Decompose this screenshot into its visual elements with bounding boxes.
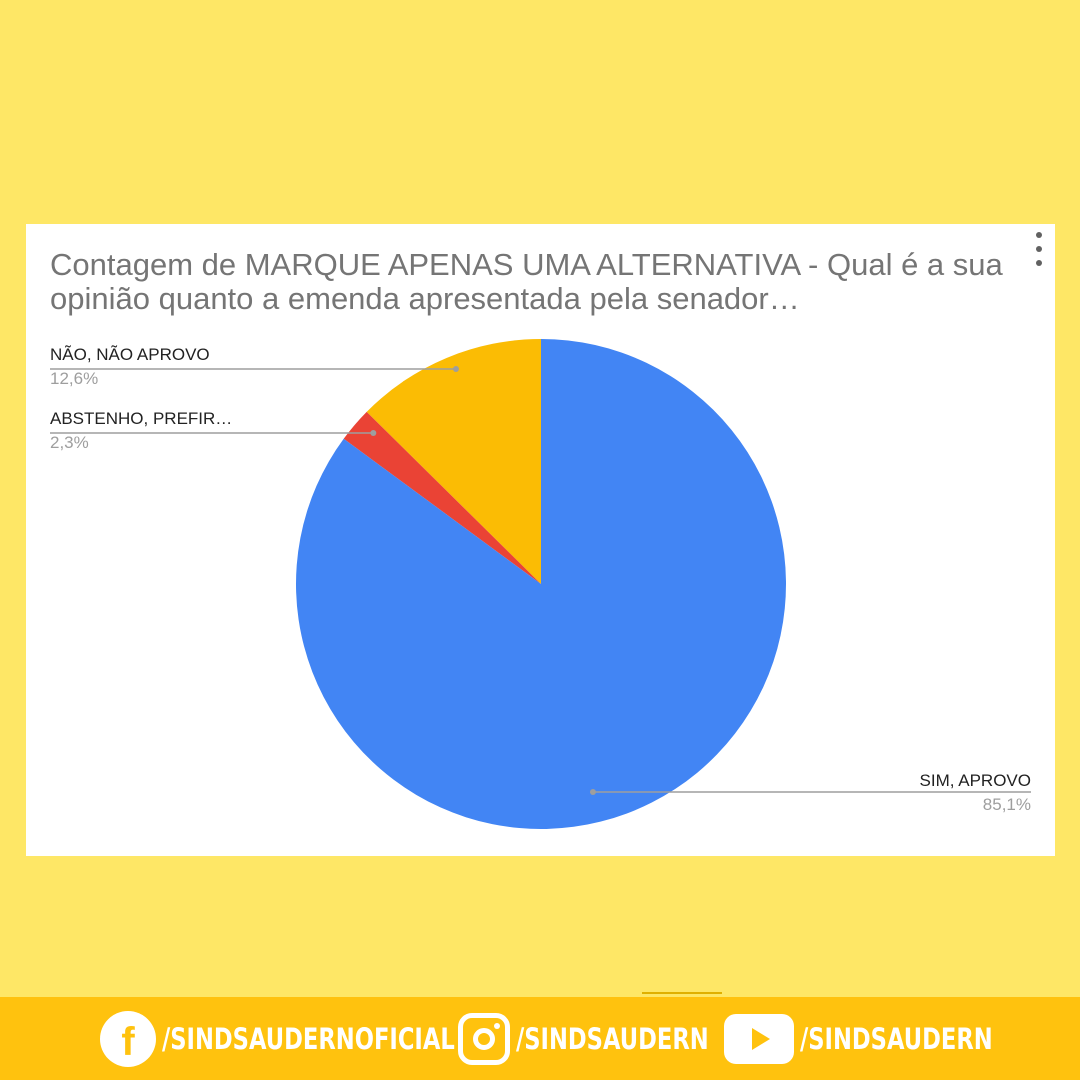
youtube-handle: /SINDSAUDERN [800,1021,993,1056]
slice-percent-2: 85,1% [983,795,1031,814]
facebook-icon: f [100,1010,156,1067]
chart-card: Contagem de MARQUE APENAS UMA ALTERNATIV… [26,224,1055,856]
leader-dot-1 [370,430,377,436]
instagram-link[interactable]: /SINDSAUDERN [458,997,763,1080]
youtube-link[interactable]: /SINDSAUDERN [724,997,1047,1080]
slice-label-1: ABSTENHO, PREFIR… [50,409,232,428]
slice-percent-0: 12,6% [50,369,98,388]
slice-label-0: NÃO, NÃO APROVO [50,345,210,364]
leader-dot-2 [589,789,596,795]
social-footer: f /SINDSAUDERNOFICIAL /SINDSAUDERN /SIND… [0,997,1080,1080]
pie-slice-1[interactable] [343,411,541,584]
slice-percent-1: 2,3% [50,433,89,452]
facebook-link[interactable]: f /SINDSAUDERNOFICIAL [100,997,537,1080]
pie-chart: NÃO, NÃO APROVO 12,6% ABSTENHO, PREFIR… 2,3… [50,339,1031,829]
slice-label-2: SIM, APROVO [920,771,1031,790]
leader-dot-0 [452,366,459,372]
instagram-handle: /SINDSAUDERN [516,1021,709,1056]
youtube-icon [724,1013,794,1064]
facebook-handle: /SINDSAUDERNOFICIAL [162,1021,455,1056]
divider [642,992,722,994]
pie-slice-0[interactable] [366,339,541,584]
more-vert-icon[interactable] [1032,232,1046,266]
instagram-icon [458,1012,510,1065]
chart-title: Contagem de MARQUE APENAS UMA ALTERNATIV… [50,247,1003,316]
pie-slice-2[interactable] [296,339,786,829]
